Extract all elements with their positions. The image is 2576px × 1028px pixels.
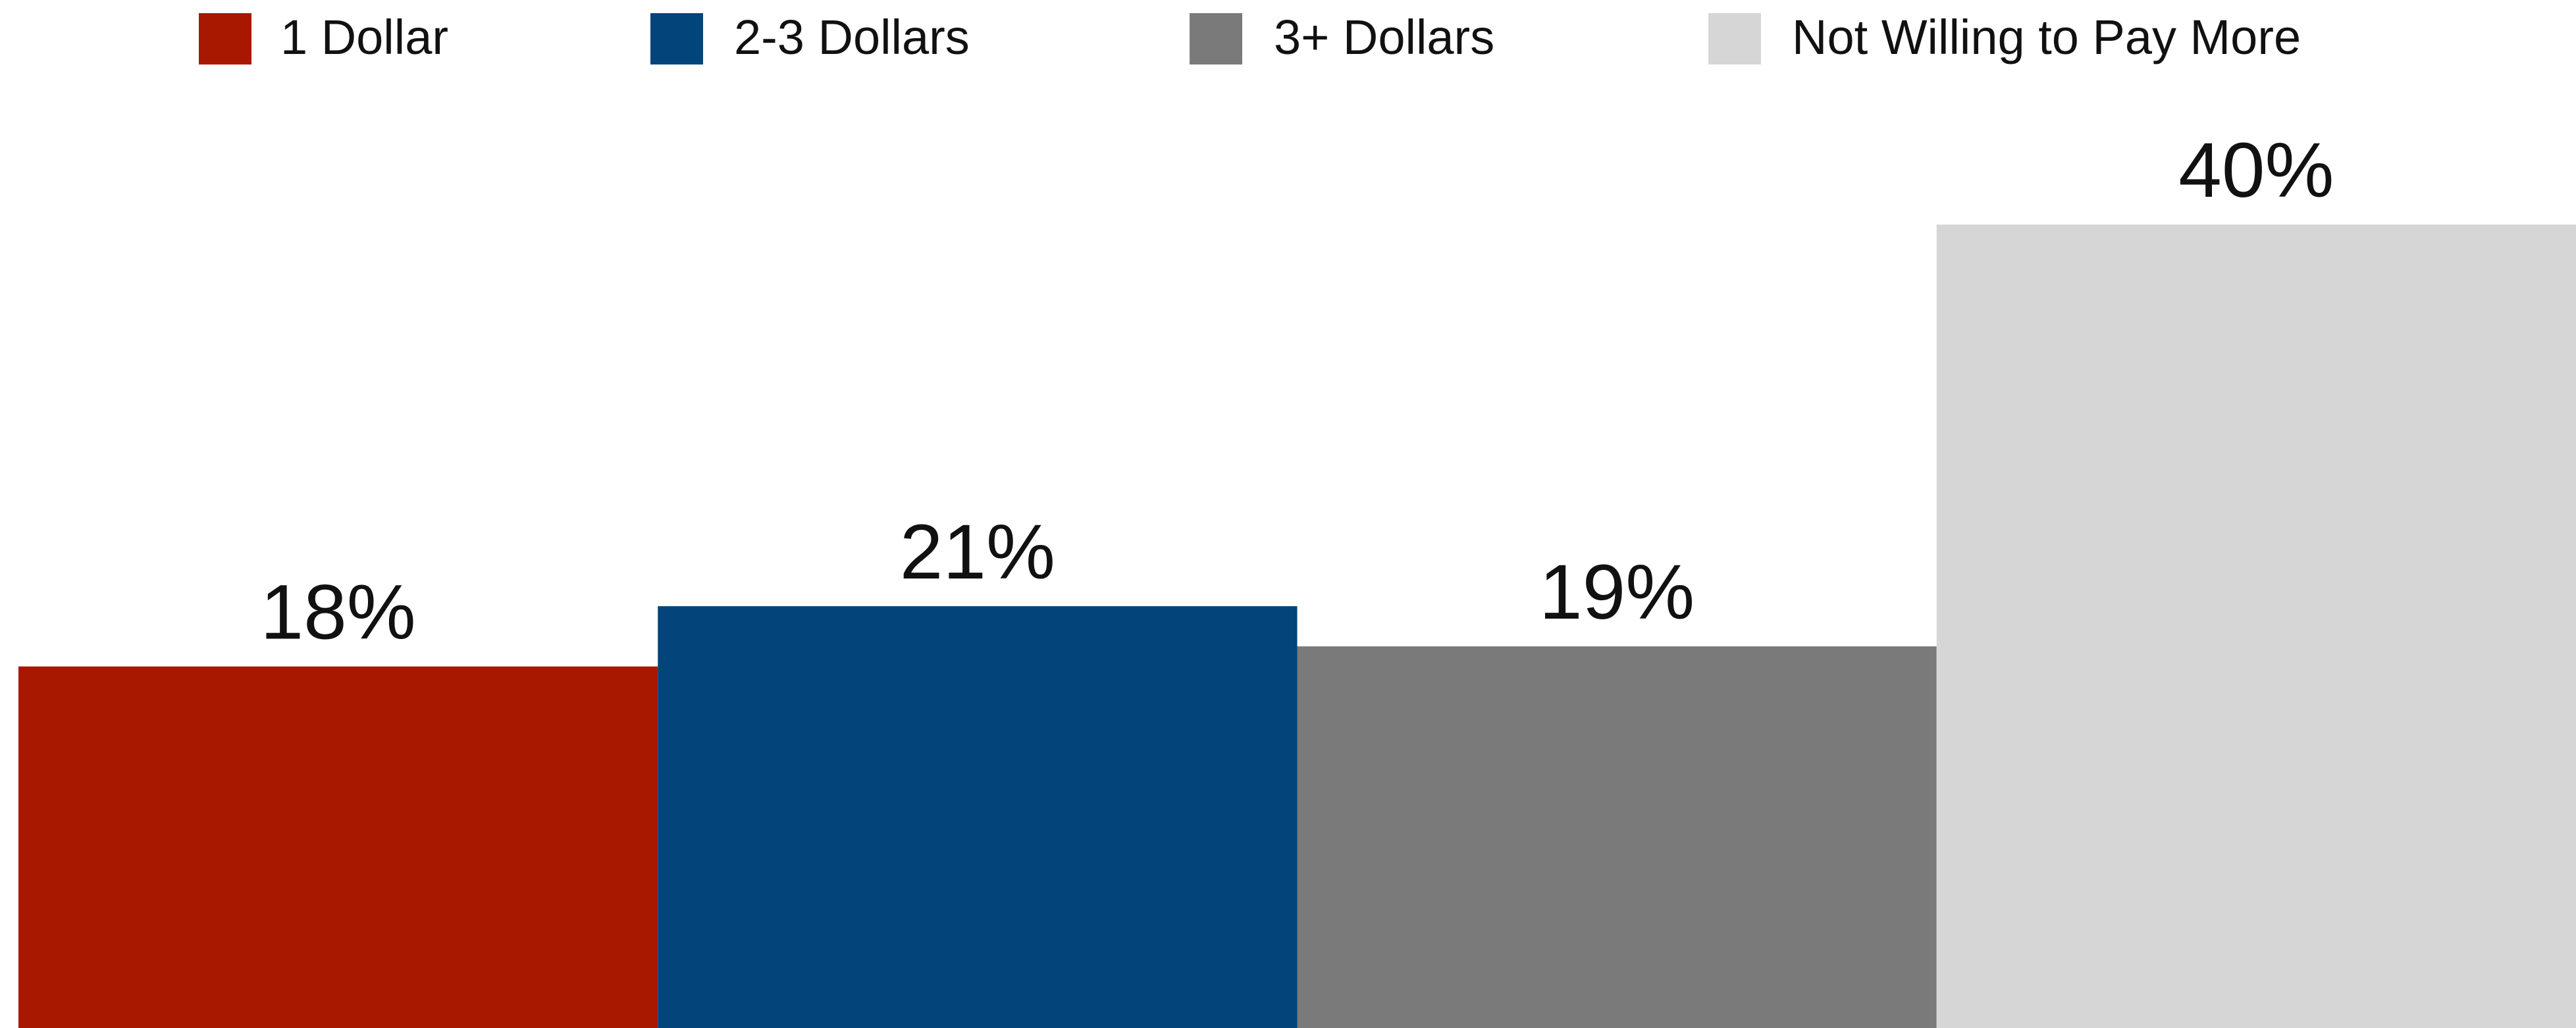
bar-1-dollar xyxy=(18,666,658,1028)
bar-not-willing-to-pay-more xyxy=(1936,224,2576,1028)
bar-3plus-dollars xyxy=(1297,646,1937,1028)
data-label-not-willing-to-pay-more: 40% xyxy=(2178,127,2334,214)
data-label-2-3-dollars: 21% xyxy=(900,509,1055,596)
legend-swatch-1-dollar xyxy=(199,13,251,64)
legend-label-not-willing-to-pay-more: Not Willing to Pay More xyxy=(1792,10,2301,64)
legend-swatch-not-willing-to-pay-more xyxy=(1708,13,1761,64)
data-label-1-dollar: 18% xyxy=(261,569,416,656)
legend: 1 Dollar 2-3 Dollars 3+ Dollars Not Will… xyxy=(199,10,2301,64)
legend-label-1-dollar: 1 Dollar xyxy=(280,10,448,64)
data-labels: 18% 21% 19% 40% xyxy=(261,127,2334,655)
bars xyxy=(18,224,2576,1028)
data-label-3plus-dollars: 19% xyxy=(1539,549,1695,636)
legend-swatch-2-3-dollars xyxy=(650,13,703,64)
legend-label-3-plus-dollars: 3+ Dollars xyxy=(1274,10,1494,64)
bar-2-3-dollars xyxy=(658,606,1298,1028)
legend-swatch-3-plus-dollars xyxy=(1190,13,1242,64)
legend-label-2-3-dollars: 2-3 Dollars xyxy=(734,10,970,64)
